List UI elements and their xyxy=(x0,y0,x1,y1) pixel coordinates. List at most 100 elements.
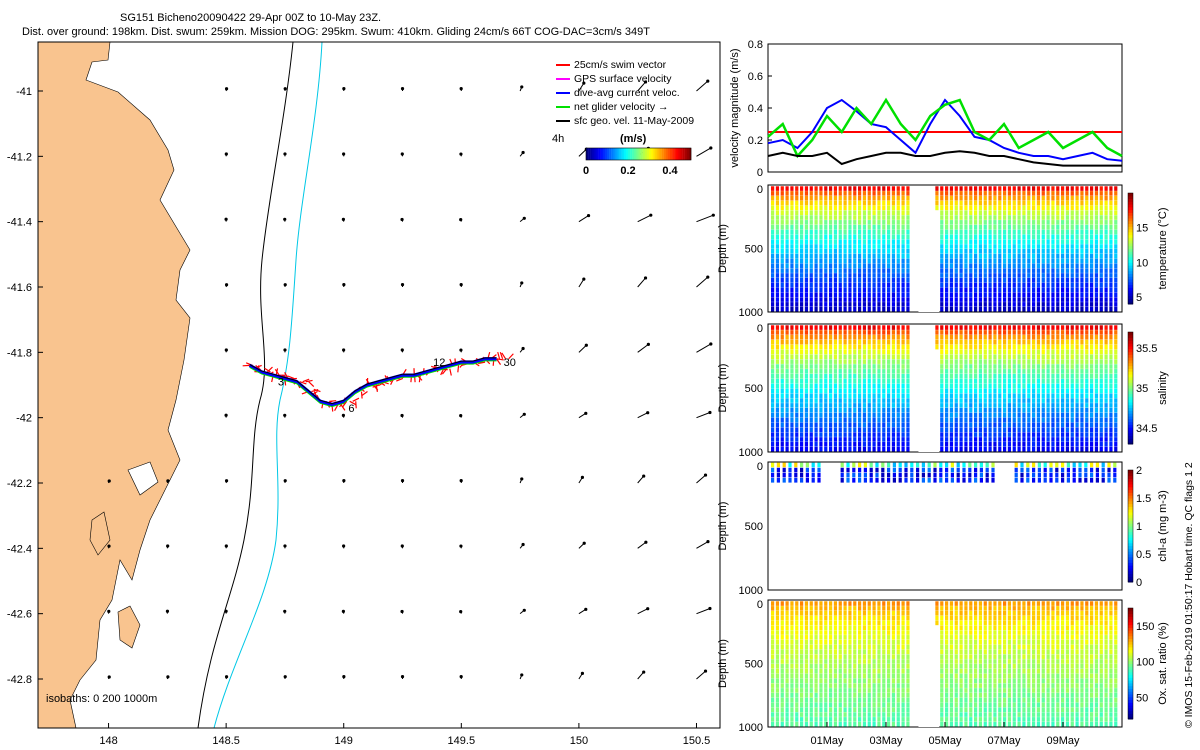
geo-velocity-arrowhead xyxy=(224,348,228,352)
profile-sample xyxy=(833,292,838,298)
profile-sample xyxy=(954,253,958,259)
profile-sample xyxy=(824,644,828,650)
profile-sample xyxy=(867,378,871,384)
profile-sample xyxy=(809,373,813,379)
profile-sample xyxy=(790,388,794,394)
profile-sample xyxy=(872,215,876,220)
profile-sample xyxy=(1036,287,1041,293)
profile-sample xyxy=(882,393,886,398)
profile-sample xyxy=(983,215,987,220)
profile-sample xyxy=(843,721,847,727)
profile-sample xyxy=(1085,302,1089,307)
profile-sample xyxy=(1012,258,1016,264)
profile-sample xyxy=(829,717,833,722)
profile-sample xyxy=(775,273,780,278)
profile-sample xyxy=(858,417,862,423)
profile-sample xyxy=(1036,234,1041,240)
profile-sample xyxy=(785,302,789,307)
profile-sample xyxy=(1036,422,1041,428)
profile-sample xyxy=(785,253,789,259)
profile-sample xyxy=(896,702,900,708)
profile-sample xyxy=(891,697,896,703)
profile-sample xyxy=(1065,215,1070,220)
profile-sample xyxy=(998,393,1002,398)
profile-sample xyxy=(887,625,891,630)
profile-sample xyxy=(993,407,997,413)
profile-sample xyxy=(1061,302,1065,307)
profile-sample xyxy=(1085,369,1089,374)
profile-sample xyxy=(809,330,813,335)
profile-sample xyxy=(829,635,833,640)
profile-sample xyxy=(848,292,852,298)
net-glider-track xyxy=(249,360,497,408)
profile-sample xyxy=(964,215,968,220)
profile-sample xyxy=(1056,417,1060,423)
profile-sample xyxy=(814,354,818,360)
profile-sample xyxy=(891,398,896,403)
profile-sample xyxy=(1094,442,1099,447)
profile-sample xyxy=(974,258,978,264)
profile-sample xyxy=(1041,364,1045,369)
profile-sample xyxy=(896,422,900,428)
velocity-series-line xyxy=(767,97,1123,159)
profile-sample xyxy=(829,277,833,283)
profile-sample xyxy=(1109,268,1113,273)
profile-sample xyxy=(1017,378,1021,384)
profile-sample xyxy=(790,688,794,693)
profile-sample xyxy=(1032,239,1036,244)
profile-sample xyxy=(843,644,847,650)
profile-sample xyxy=(891,712,896,717)
profile-sample xyxy=(1017,306,1021,312)
profile-colorbar-cell xyxy=(1128,217,1133,222)
profile-sample xyxy=(1032,234,1036,240)
profile-sample xyxy=(824,721,828,727)
profile-sample xyxy=(887,258,891,264)
profile-sample xyxy=(853,195,857,201)
profile-sample xyxy=(814,432,818,437)
profile-sample xyxy=(945,224,949,230)
profile-sample xyxy=(843,273,847,278)
profile-sample xyxy=(1056,234,1060,240)
profile-sample xyxy=(1017,393,1021,398)
profile-sample xyxy=(993,220,997,225)
profile-sample xyxy=(775,664,780,669)
profile-sample xyxy=(891,373,896,379)
profile-sample xyxy=(829,654,833,659)
profile-sample xyxy=(940,224,944,230)
profile-sample xyxy=(867,717,871,722)
profile-sample xyxy=(896,606,900,611)
profile-sample xyxy=(993,195,997,201)
profile-sample xyxy=(853,442,857,447)
profile-sample xyxy=(1075,302,1079,307)
profile-sample xyxy=(775,268,780,273)
profile-sample xyxy=(969,393,973,398)
profile-colorbar-cell xyxy=(1128,371,1133,375)
profile-sample xyxy=(838,601,842,606)
profile-sample xyxy=(1003,191,1007,196)
profile-sample xyxy=(978,200,983,206)
profile-sample xyxy=(872,224,876,230)
profile-sample xyxy=(858,378,862,384)
profile-sample xyxy=(785,417,789,423)
profile-colorbar-cell xyxy=(1128,385,1133,389)
profile-sample xyxy=(1046,302,1050,307)
profile-sample xyxy=(993,373,997,379)
profile-sample xyxy=(790,306,794,312)
profile-sample xyxy=(824,403,828,408)
profile-sample xyxy=(843,195,847,201)
profile-sample xyxy=(949,229,954,235)
profile-sample xyxy=(1104,437,1108,442)
profile-sample xyxy=(780,649,784,655)
profile-sample xyxy=(1085,200,1089,206)
profile-colorbar-cell xyxy=(1128,556,1133,561)
profile-sample xyxy=(804,659,809,664)
profile-sample xyxy=(1090,234,1094,240)
profile-sample xyxy=(848,692,852,698)
profile-sample xyxy=(882,635,886,640)
profile-sample xyxy=(1036,277,1041,283)
profile-sample xyxy=(1114,215,1118,220)
profile-sample xyxy=(780,692,784,698)
profile-sample xyxy=(978,282,983,288)
profile-sample xyxy=(848,349,852,355)
profile-sample xyxy=(949,253,954,259)
